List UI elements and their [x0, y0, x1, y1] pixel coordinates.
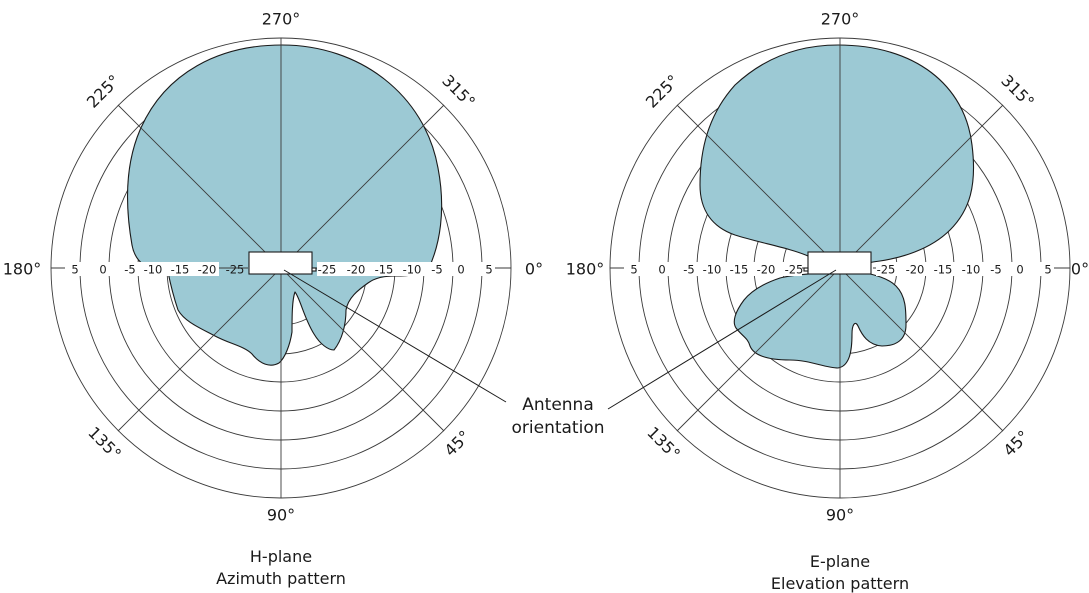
tick-label: 5: [1044, 263, 1051, 277]
angle-label-0: 0°: [525, 260, 543, 279]
tick-label: -25: [226, 263, 245, 277]
h-plane-radiation-lobe: [126, 44, 443, 366]
angle-label-135: 135°: [84, 423, 125, 464]
tick-label: -5: [124, 263, 135, 277]
tick-label: 5: [485, 263, 492, 277]
antenna-orientation-callout: Antenna orientation: [283, 269, 837, 438]
tick-label: -5: [990, 263, 1001, 277]
tick-label: 0: [457, 263, 464, 277]
h-plane-right-ticks: -25 -20 -15 -10 -5 0 5: [317, 262, 495, 277]
callout-label-line1: Antenna: [522, 395, 594, 415]
tick-label: -15: [934, 263, 953, 277]
antenna-icon: [248, 251, 313, 275]
angle-label-270: 270°: [821, 10, 860, 29]
tick-label: -20: [198, 263, 217, 277]
e-plane-back-lobe: [733, 271, 907, 369]
tick-label: -15: [730, 263, 749, 277]
h-plane-subcaption: Azimuth pattern: [216, 569, 346, 588]
angle-label-0: 0°: [1071, 260, 1089, 279]
tick-label: -20: [757, 263, 776, 277]
antenna-connector-icon: [803, 267, 809, 272]
tick-label: -10: [403, 263, 422, 277]
tick-label: -25: [785, 263, 804, 277]
tick-label: -10: [962, 263, 981, 277]
angle-label-270: 270°: [262, 10, 301, 29]
tick-label: -5: [683, 263, 694, 277]
e-plane-main-lobe: [699, 44, 975, 269]
angle-label-225: 225°: [642, 71, 683, 112]
tick-label: -15: [171, 263, 190, 277]
e-plane-subcaption: Elevation pattern: [771, 574, 909, 593]
tick-label: 0: [99, 263, 106, 277]
antenna-icon: [807, 251, 872, 275]
tick-label: -10: [703, 263, 722, 277]
tick-label: -10: [144, 263, 163, 277]
tick-label: -25: [318, 263, 337, 277]
angle-label-315: 315°: [438, 71, 479, 112]
angle-label-225: 225°: [83, 71, 124, 112]
angle-label-180: 180°: [566, 260, 605, 279]
tick-label: -20: [347, 263, 366, 277]
tick-label: 0: [1016, 263, 1023, 277]
angle-label-135: 135°: [643, 423, 684, 464]
e-plane-left-ticks: 5 0 -5 -10 -15 -20 -25: [624, 262, 803, 277]
tick-label: 5: [630, 263, 637, 277]
angle-label-90: 90°: [826, 506, 854, 525]
h-plane-caption: H-plane: [250, 547, 312, 566]
tick-label: -20: [906, 263, 925, 277]
e-plane-caption: E-plane: [810, 552, 870, 571]
tick-label: -5: [431, 263, 442, 277]
tick-label: 0: [658, 263, 665, 277]
e-plane-plot: 5 0 -5 -10 -15 -20 -25 -25 -20 -15 -10 -…: [566, 10, 1089, 593]
antenna-connector-icon: [311, 267, 317, 272]
h-plane-left-ticks: 5 0 -5 -10 -15 -20 -25: [65, 262, 244, 277]
angle-label-90: 90°: [267, 506, 295, 525]
angle-label-180: 180°: [3, 260, 42, 279]
tick-label: -25: [877, 263, 896, 277]
tick-label: 5: [71, 263, 78, 277]
callout-leader-left: [283, 269, 507, 403]
angle-label-45: 45°: [1000, 427, 1033, 460]
angle-label-315: 315°: [997, 71, 1038, 112]
e-plane-right-ticks: -25 -20 -15 -10 -5 0 5: [876, 262, 1054, 277]
tick-label: -15: [375, 263, 394, 277]
callout-label-line2: orientation: [512, 418, 605, 438]
callout-leader-right: [607, 269, 837, 410]
angle-label-45: 45°: [441, 427, 474, 460]
h-plane-plot: 5 0 -5 -10 -15 -20 -25 -25 -20 -15 -10 -…: [3, 10, 543, 589]
